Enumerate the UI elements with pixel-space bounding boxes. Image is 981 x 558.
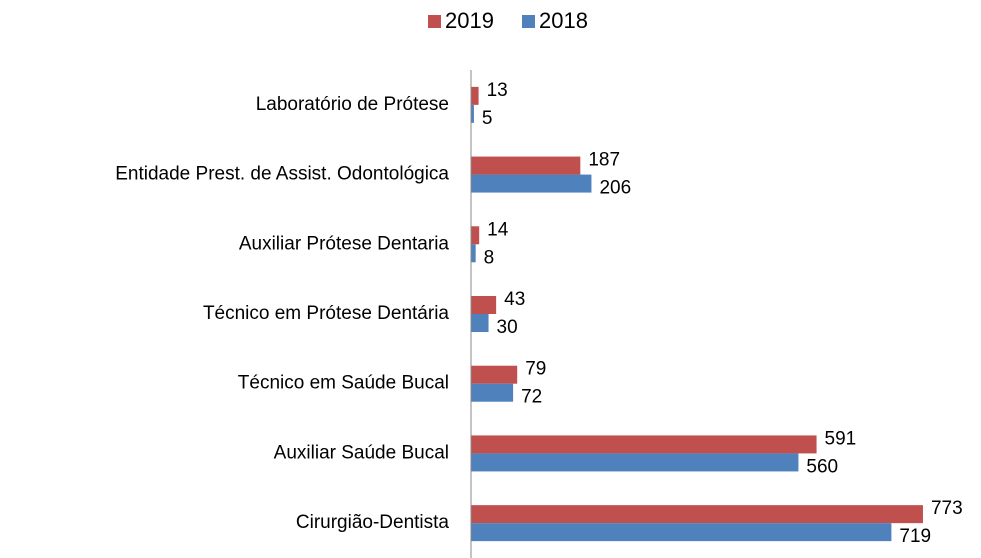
- bar: [471, 453, 799, 472]
- y-tick-label: Auxiliar Prótese Dentaria: [239, 233, 450, 254]
- data-label: 773: [931, 498, 963, 519]
- data-label: 187: [588, 150, 620, 171]
- data-label: 591: [825, 428, 857, 449]
- y-tick-label: Laboratório de Prótese: [256, 94, 449, 115]
- legend-label: 2018: [539, 8, 588, 33]
- bar: [471, 314, 489, 332]
- bar: [471, 383, 514, 402]
- bar: [471, 86, 479, 105]
- data-label: 5: [482, 108, 493, 129]
- legend-label: 2019: [445, 8, 494, 33]
- data-label: 79: [525, 359, 546, 380]
- data-label: 43: [504, 289, 525, 310]
- bar: [471, 156, 581, 175]
- bar: [471, 505, 923, 524]
- data-label: 8: [484, 247, 495, 268]
- y-tick-label: Entidade Prest. de Assist. Odontológica: [115, 164, 449, 185]
- data-label: 13: [487, 80, 508, 101]
- data-label: 719: [899, 526, 931, 547]
- bar: [471, 244, 476, 263]
- y-tick-label: Cirurgião-Dentista: [296, 512, 450, 533]
- bar: [471, 435, 817, 454]
- data-label: 30: [497, 317, 518, 338]
- y-tick-label: Técnico em Saúde Bucal: [238, 373, 449, 394]
- legend-swatch: [428, 15, 441, 28]
- bar: [471, 523, 892, 542]
- data-label: 14: [487, 219, 509, 240]
- bar: [471, 365, 518, 384]
- data-label: 72: [521, 387, 542, 408]
- y-tick-label: Auxiliar Saúde Bucal: [274, 442, 449, 463]
- bar: [471, 226, 480, 245]
- legend-swatch: [522, 15, 535, 28]
- y-tick-label: Técnico em Prótese Dentária: [203, 303, 449, 324]
- bar: [471, 296, 497, 314]
- bar: [471, 104, 474, 123]
- bar: [471, 174, 592, 193]
- data-label: 206: [599, 178, 631, 199]
- data-label: 560: [806, 456, 838, 477]
